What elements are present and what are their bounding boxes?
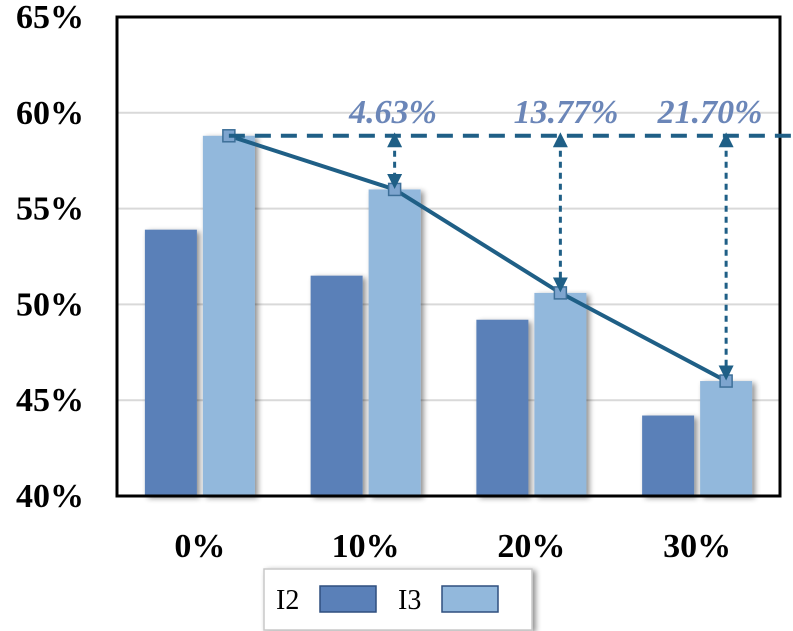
difference-label: 4.63% — [348, 94, 437, 131]
y-tick-label: 65% — [16, 0, 84, 36]
bar-i3 — [700, 381, 753, 496]
y-tick-label: 55% — [16, 191, 84, 228]
bar-i2 — [476, 319, 529, 496]
legend-label: I2 — [276, 585, 299, 616]
y-tick-label: 60% — [16, 95, 84, 132]
difference-label: 21.70% — [657, 94, 763, 131]
x-tick-label: 30% — [663, 528, 731, 565]
legend-label: I3 — [398, 585, 421, 616]
bar-i3 — [368, 189, 421, 496]
bar-i3 — [202, 135, 255, 497]
trend-marker — [553, 286, 568, 300]
x-tick-label: 10% — [332, 528, 400, 565]
bar-i2 — [642, 415, 695, 496]
x-tick-label: 20% — [497, 528, 565, 565]
plot-frame-border — [115, 15, 782, 498]
legend-swatch — [441, 585, 499, 613]
plot-frame — [115, 15, 782, 498]
annotations: 4.63% 13.77% 21.70% — [228, 94, 793, 381]
trend-marker — [719, 374, 733, 388]
bar-i3 — [534, 292, 587, 496]
bar-i2 — [144, 229, 197, 496]
trend-marker — [387, 182, 402, 197]
difference-label: 13.77% — [514, 94, 619, 131]
trend-line — [228, 133, 728, 383]
y-tick-label: 50% — [16, 286, 84, 323]
axis-labels: 40% 45% 50% 55% 60% 65% 0% 10% 20% 30% — [16, 0, 731, 565]
bar-i2 — [310, 275, 363, 496]
legend: I2 I3 — [263, 568, 533, 631]
y-tick-label: 45% — [16, 382, 84, 419]
legend-swatch — [319, 585, 377, 613]
y-tick-label: 40% — [16, 478, 84, 515]
bars — [144, 135, 753, 497]
x-tick-label: 0% — [174, 528, 225, 565]
